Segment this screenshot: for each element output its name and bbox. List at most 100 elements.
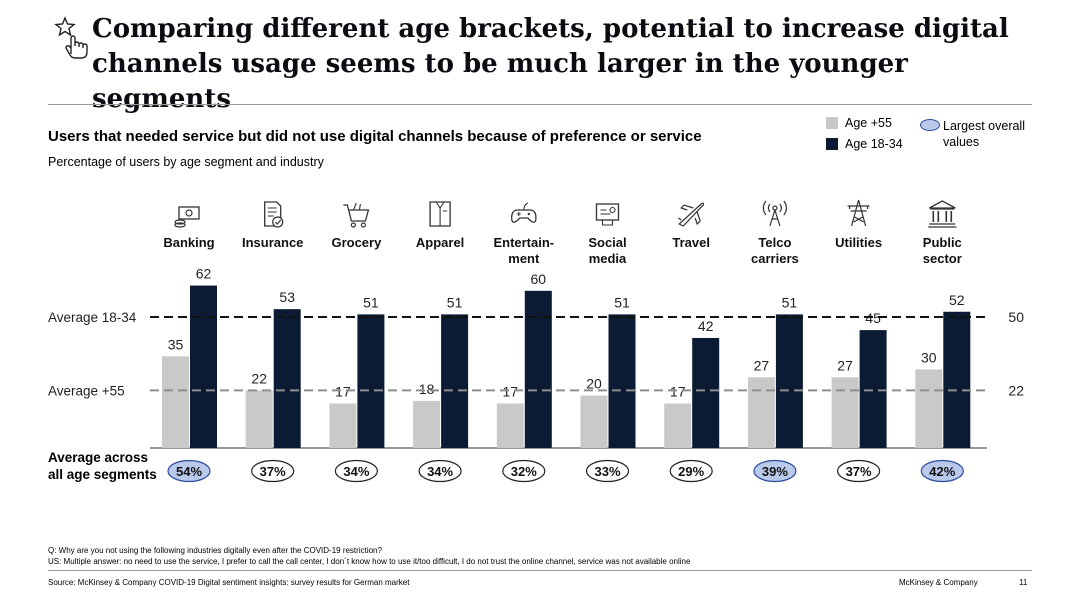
bar-value-younger: 60 (531, 271, 547, 287)
category-label: Utilities (835, 235, 882, 250)
icon-part (185, 209, 193, 217)
category-label: Banking (163, 235, 214, 250)
bar-value-younger: 51 (614, 294, 630, 310)
average-line-label: Average +55 (48, 383, 125, 398)
overall-average-value: 54% (176, 464, 202, 479)
bar-value-younger: 52 (949, 292, 965, 308)
shirt-icon (429, 201, 451, 227)
category-label: Apparel (416, 235, 464, 250)
average-row-label: Average across all age segments (48, 450, 157, 482)
category-label: sector (923, 251, 962, 266)
overall-average-value: 34% (343, 464, 369, 479)
bar-value-younger: 42 (698, 318, 714, 334)
bar-older (831, 377, 859, 448)
bar-younger (943, 311, 971, 448)
overall-average-value: 37% (846, 464, 872, 479)
icon-part (772, 205, 778, 211)
bar-older (162, 356, 189, 448)
icon-part (595, 203, 620, 221)
category-label: media (589, 251, 627, 266)
icon-part (600, 209, 614, 226)
bar-value-younger: 51 (447, 294, 463, 310)
category-label: Telco (758, 235, 791, 250)
overall-average-value: 29% (678, 464, 704, 479)
bar-younger (692, 337, 720, 448)
bar-value-younger: 45 (865, 310, 881, 326)
icon-part (360, 222, 366, 228)
bar-value-younger: 53 (279, 289, 295, 305)
company-name: McKinsey & Company (899, 578, 978, 587)
icon-part (928, 200, 957, 228)
bar-value-younger: 51 (363, 294, 379, 310)
bar-value-older: 17 (503, 383, 519, 399)
icon-part (429, 201, 451, 227)
legend-swatch-younger (826, 138, 838, 150)
overall-average-oval (334, 459, 378, 483)
bar-older (747, 377, 775, 448)
bar-younger (441, 314, 469, 448)
overall-average-value: 34% (427, 464, 453, 479)
icon-part (762, 200, 787, 227)
overall-average-oval (585, 459, 630, 483)
overall-average-oval (753, 459, 797, 483)
overall-average-oval (251, 459, 295, 483)
bar-younger (608, 314, 636, 448)
footnote-answers: US: Multiple answer: no need to use the … (48, 557, 691, 566)
icon-part (932, 211, 953, 222)
overall-average-oval (502, 459, 546, 483)
icon-part (609, 206, 616, 214)
bar-value-older: 27 (837, 357, 853, 373)
bar-value-older: 27 (754, 357, 770, 373)
footer-divider (48, 570, 1032, 571)
bar-younger (775, 314, 803, 448)
icon-part (527, 212, 530, 216)
icon-part (343, 204, 370, 222)
footnote-question: Q: Why are you not using the following i… (48, 546, 382, 555)
bar-older (496, 403, 524, 448)
bar-value-older: 17 (335, 383, 351, 399)
overall-average-oval (836, 459, 881, 483)
icon-part (274, 219, 282, 225)
document-check-icon (264, 201, 284, 228)
icon-part (272, 216, 284, 228)
legend-swatch-older (826, 117, 838, 129)
icon-part (174, 219, 186, 225)
icon-part (267, 207, 277, 217)
bar-value-older: 18 (419, 381, 435, 397)
category-label: Social (588, 235, 626, 250)
title-divider (48, 104, 1032, 105)
overall-average-value: 39% (762, 464, 788, 479)
bar-older (915, 369, 943, 448)
government-building-icon (928, 200, 957, 228)
airplane-icon (677, 202, 705, 227)
icon-part (350, 222, 356, 228)
bar-older (329, 403, 357, 448)
category-label: ment (508, 251, 540, 266)
category-label: carriers (751, 251, 799, 266)
bar-value-older: 20 (586, 376, 602, 392)
title-icon (54, 16, 88, 65)
overall-average-oval (669, 459, 713, 483)
power-tower-icon (847, 199, 870, 227)
icon-part (435, 201, 448, 226)
icon-part (352, 202, 361, 211)
icon-part (516, 202, 529, 216)
legend-label-older: Age +55 (845, 116, 892, 130)
average-line-value: 50 (1008, 309, 1024, 325)
icon-part (847, 199, 870, 227)
bar-older (413, 400, 441, 448)
category-label: Entertain- (493, 235, 554, 250)
overall-average-value: 37% (260, 464, 286, 479)
icon-part (178, 206, 200, 220)
chart-subtitle: Users that needed service but did not us… (48, 128, 702, 145)
bar-value-older: 35 (168, 336, 184, 352)
bar-older (580, 395, 608, 448)
bar-younger (524, 290, 552, 448)
bar-older (245, 390, 273, 448)
gamepad-icon (511, 202, 537, 223)
average-line-label: Average 18-34 (48, 310, 137, 325)
money-icon (174, 206, 200, 228)
category-label: Travel (672, 235, 710, 250)
chart-description: Percentage of users by age segment and i… (48, 155, 324, 169)
